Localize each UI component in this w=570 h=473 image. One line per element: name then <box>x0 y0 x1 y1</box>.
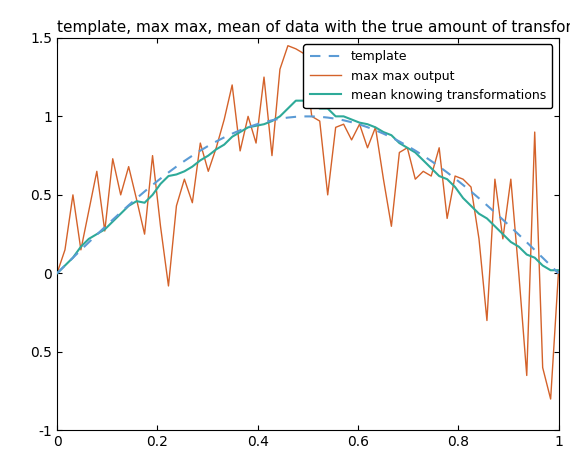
Text: template, max max, mean of data with the true amount of transformations: template, max max, mean of data with the… <box>57 20 570 35</box>
Legend: template, max max output, mean knowing transformations: template, max max output, mean knowing t… <box>303 44 552 108</box>
